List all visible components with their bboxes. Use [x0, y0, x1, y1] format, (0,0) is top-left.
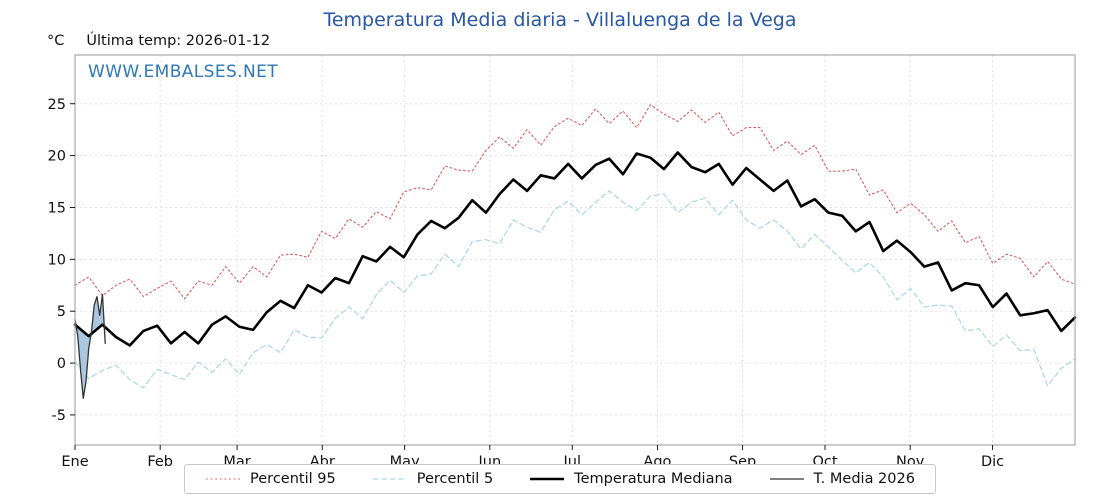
last-temp-label: Última temp: 2026-01-12 [86, 33, 271, 49]
legend-label-percentil-95: Percentil 95 [250, 471, 336, 487]
legend-line-mediana-icon [530, 477, 565, 481]
y-tick-label: -5 [52, 408, 66, 424]
series-line-percentil-5 [74, 190, 1076, 389]
legend-line-t-media-2026-icon [769, 478, 804, 480]
y-tick-label: 15 [48, 200, 66, 216]
legend-item-t-media-2026: T. Media 2026 [769, 471, 915, 487]
fill-2026-area [75, 294, 106, 399]
legend-label-percentil-5: Percentil 5 [416, 471, 494, 487]
plot-background [75, 55, 1075, 445]
legend-label-mediana: Temperatura Mediana [574, 471, 733, 487]
legend-label-t-media-2026: T. Media 2026 [813, 471, 915, 487]
y-tick-label: 10 [48, 252, 66, 268]
legend-line-percentil-95-icon [206, 478, 241, 480]
plot-border [74, 54, 1076, 446]
y-unit-label: °C [47, 33, 65, 49]
legend-item-percentil-5: Percentil 5 [372, 471, 493, 487]
watermark: WWW.EMBALSES.NET [88, 62, 279, 82]
series-line-temperatura-mediana [73, 151, 1077, 347]
series-line-t-media-2026 [74, 293, 106, 399]
y-tick-label: 5 [57, 304, 66, 320]
series-line-percentil-95 [74, 104, 1076, 300]
x-tick-label: Ene [61, 454, 88, 470]
header-row: °C Última temp: 2026-01-12 [47, 33, 270, 49]
chart-title: Temperatura Media diaria - Villaluenga d… [323, 9, 797, 31]
legend-item-percentil-95: Percentil 95 [205, 471, 336, 487]
y-tick-label: 25 [48, 97, 66, 113]
legend-line-percentil-5-icon [372, 478, 407, 480]
legend-item-mediana: Temperatura Mediana [529, 471, 733, 487]
legend: Percentil 95 Percentil 5 Temperatura Med… [184, 464, 936, 494]
y-tick-label: 0 [57, 356, 66, 372]
x-tick-label: Feb [147, 454, 173, 470]
y-tick-label: 20 [48, 149, 66, 165]
x-tick-label: Dic [981, 454, 1004, 470]
